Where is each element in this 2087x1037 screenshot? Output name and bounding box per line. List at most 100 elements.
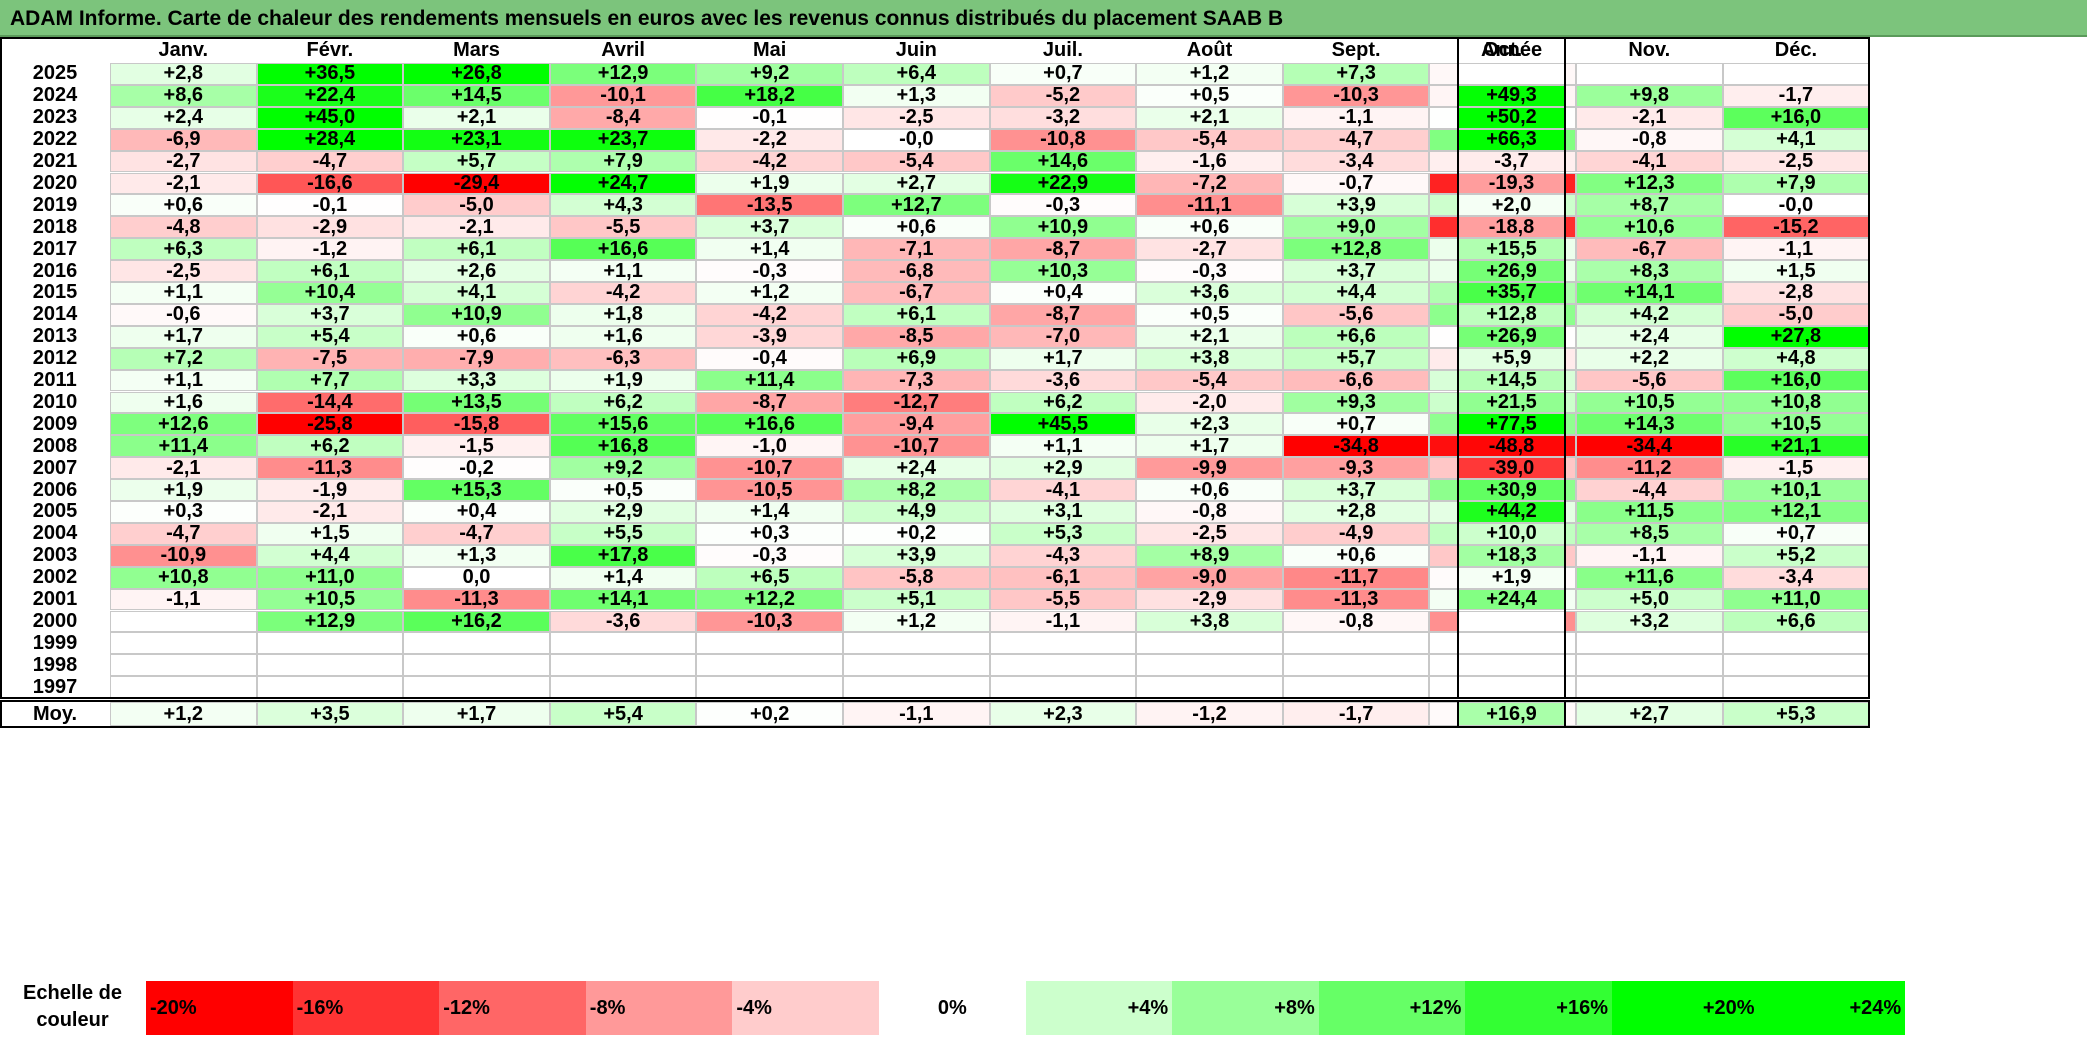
heatmap-cell: +2,8 [1282,501,1430,523]
month-header: Mars [453,38,500,61]
heatmap-cell: -2,0 [1136,391,1283,414]
heatmap-cell: -8,7 [989,238,1137,261]
heatmap-cell: -7,1 [843,238,990,261]
heatmap-cell: -2,9 [1136,588,1283,611]
heatmap-cell: +8,3 [1576,260,1723,282]
heatmap-cell: +2,9 [549,501,697,523]
heatmap-cell: -0,3 [1136,260,1283,282]
heatmap-cell: -0,8 [1136,501,1283,523]
heatmap-cell: +10,4 [256,282,404,304]
heatmap-cell: -14,4 [256,391,404,414]
year-label: 2023 [32,106,78,129]
heatmap-cell: -5,0 [403,194,550,217]
heatmap-cell: +12,6 [110,413,257,436]
heatmap-cell: -0,3 [989,194,1137,217]
heatmap-cell: +10,5 [256,588,404,611]
heatmap-cell: +2,2 [1576,347,1723,370]
annual-cell: +14,5 [1457,369,1566,392]
heatmap-cell: +0,7 [989,63,1137,85]
annual-cell: +30,9 [1457,479,1566,501]
heatmap-cell: -3,2 [989,106,1137,129]
year-label: 2019 [32,193,78,216]
heatmap-cell: +6,1 [843,303,990,326]
heatmap-cell [1136,654,1283,677]
heatmap-cell: +0,3 [110,501,257,523]
heatmap-cell: +1,7 [989,347,1137,370]
heatmap-cell: +8,5 [1576,522,1723,545]
heatmap-cell: +5,2 [1722,544,1870,567]
heatmap-cell: +36,5 [256,63,404,85]
heatmap-cell: +4,1 [1722,128,1870,151]
heatmap-cell: -10,7 [696,457,843,480]
heatmap-cell: +0,6 [843,216,990,239]
heatmap-cell: -10,9 [110,544,257,567]
heatmap-cell: +22,9 [989,172,1137,195]
annual-cell: +2,0 [1457,194,1566,217]
heatmap-cell: +16,2 [403,610,550,633]
heatmap-cell: +22,4 [256,84,404,107]
heatmap-cell: +4,9 [843,501,990,523]
heatmap-cell [110,654,257,677]
heatmap-cell: -2,1 [256,501,404,523]
heatmap-cell: -7,5 [256,347,404,370]
heatmap-cell: +21,1 [1722,435,1870,458]
average-label: Moy. [32,702,78,725]
annual-cell [1457,654,1566,677]
average-cell: +1,2 [110,702,257,726]
heatmap-cell: +8,7 [1576,194,1723,217]
heatmap-cell: -15,8 [403,413,550,436]
average-cell: +5,4 [549,702,697,726]
heatmap-cell: +11,0 [256,566,404,589]
heatmap-cell: -0,1 [696,106,843,129]
heatmap-cell: +11,5 [1576,501,1723,523]
heatmap-cell: +8,2 [843,479,990,501]
heatmap-cell: +2,1 [1136,325,1283,348]
month-header: Janv. [158,38,209,61]
heatmap-cell: -2,5 [1136,522,1283,545]
heatmap-cell: +0,3 [696,522,843,545]
heatmap-cell [549,654,697,677]
heatmap-cell: -34,4 [1576,435,1723,458]
annual-cell: -18,8 [1457,216,1566,239]
color-scale-swatch: -16% [292,981,440,1035]
color-scale-swatch: +12% [1318,981,1466,1035]
annual-average-cell: +16,9 [1457,702,1566,726]
heatmap-cell: -2,9 [256,216,404,239]
heatmap-cell: -6,8 [843,260,990,282]
heatmap-cell: +2,4 [843,457,990,480]
heatmap-cell: +9,8 [1576,84,1723,107]
heatmap-cell: -2,2 [696,128,843,151]
heatmap-cell: +27,8 [1722,325,1870,348]
average-cell: +1,7 [403,702,550,726]
heatmap-cell [1282,676,1430,699]
color-scale-swatch: +20% [1612,981,1759,1035]
month-header: Févr. [306,38,354,61]
heatmap-cell: +23,7 [549,128,697,151]
heatmap-cell [1576,654,1723,677]
heatmap-cell: +1,1 [989,435,1137,458]
heatmap-cell: -5,4 [1136,369,1283,392]
heatmap-cell: +10,9 [989,216,1137,239]
heatmap-cell: -8,7 [989,303,1137,326]
heatmap-cell: +0,6 [1136,479,1283,501]
month-header: Sept. [1331,38,1381,61]
annual-cell [1457,676,1566,699]
heatmap-cell: +12,1 [1722,501,1870,523]
heatmap-cell: -5,6 [1282,303,1430,326]
heatmap-cell: +14,6 [989,150,1137,173]
heatmap-cell [403,632,550,655]
heatmap-cell: +10,5 [1722,413,1870,436]
heatmap-cell: -7,0 [989,325,1137,348]
heatmap-cell: +1,9 [696,172,843,195]
heatmap-cell: +5,7 [403,150,550,173]
year-label: 2006 [32,478,78,501]
heatmap-cell: -10,1 [549,84,697,107]
year-label: 2015 [32,281,78,304]
color-scale-label: Echelle de couleur [23,982,122,1031]
heatmap-cell: -1,1 [110,588,257,611]
heatmap-cell: +1,9 [110,479,257,501]
heatmap-cell: +17,8 [549,544,697,567]
heatmap-cell: +6,1 [256,260,404,282]
average-cell: -1,7 [1282,702,1430,726]
heatmap-cell: +4,8 [1722,347,1870,370]
